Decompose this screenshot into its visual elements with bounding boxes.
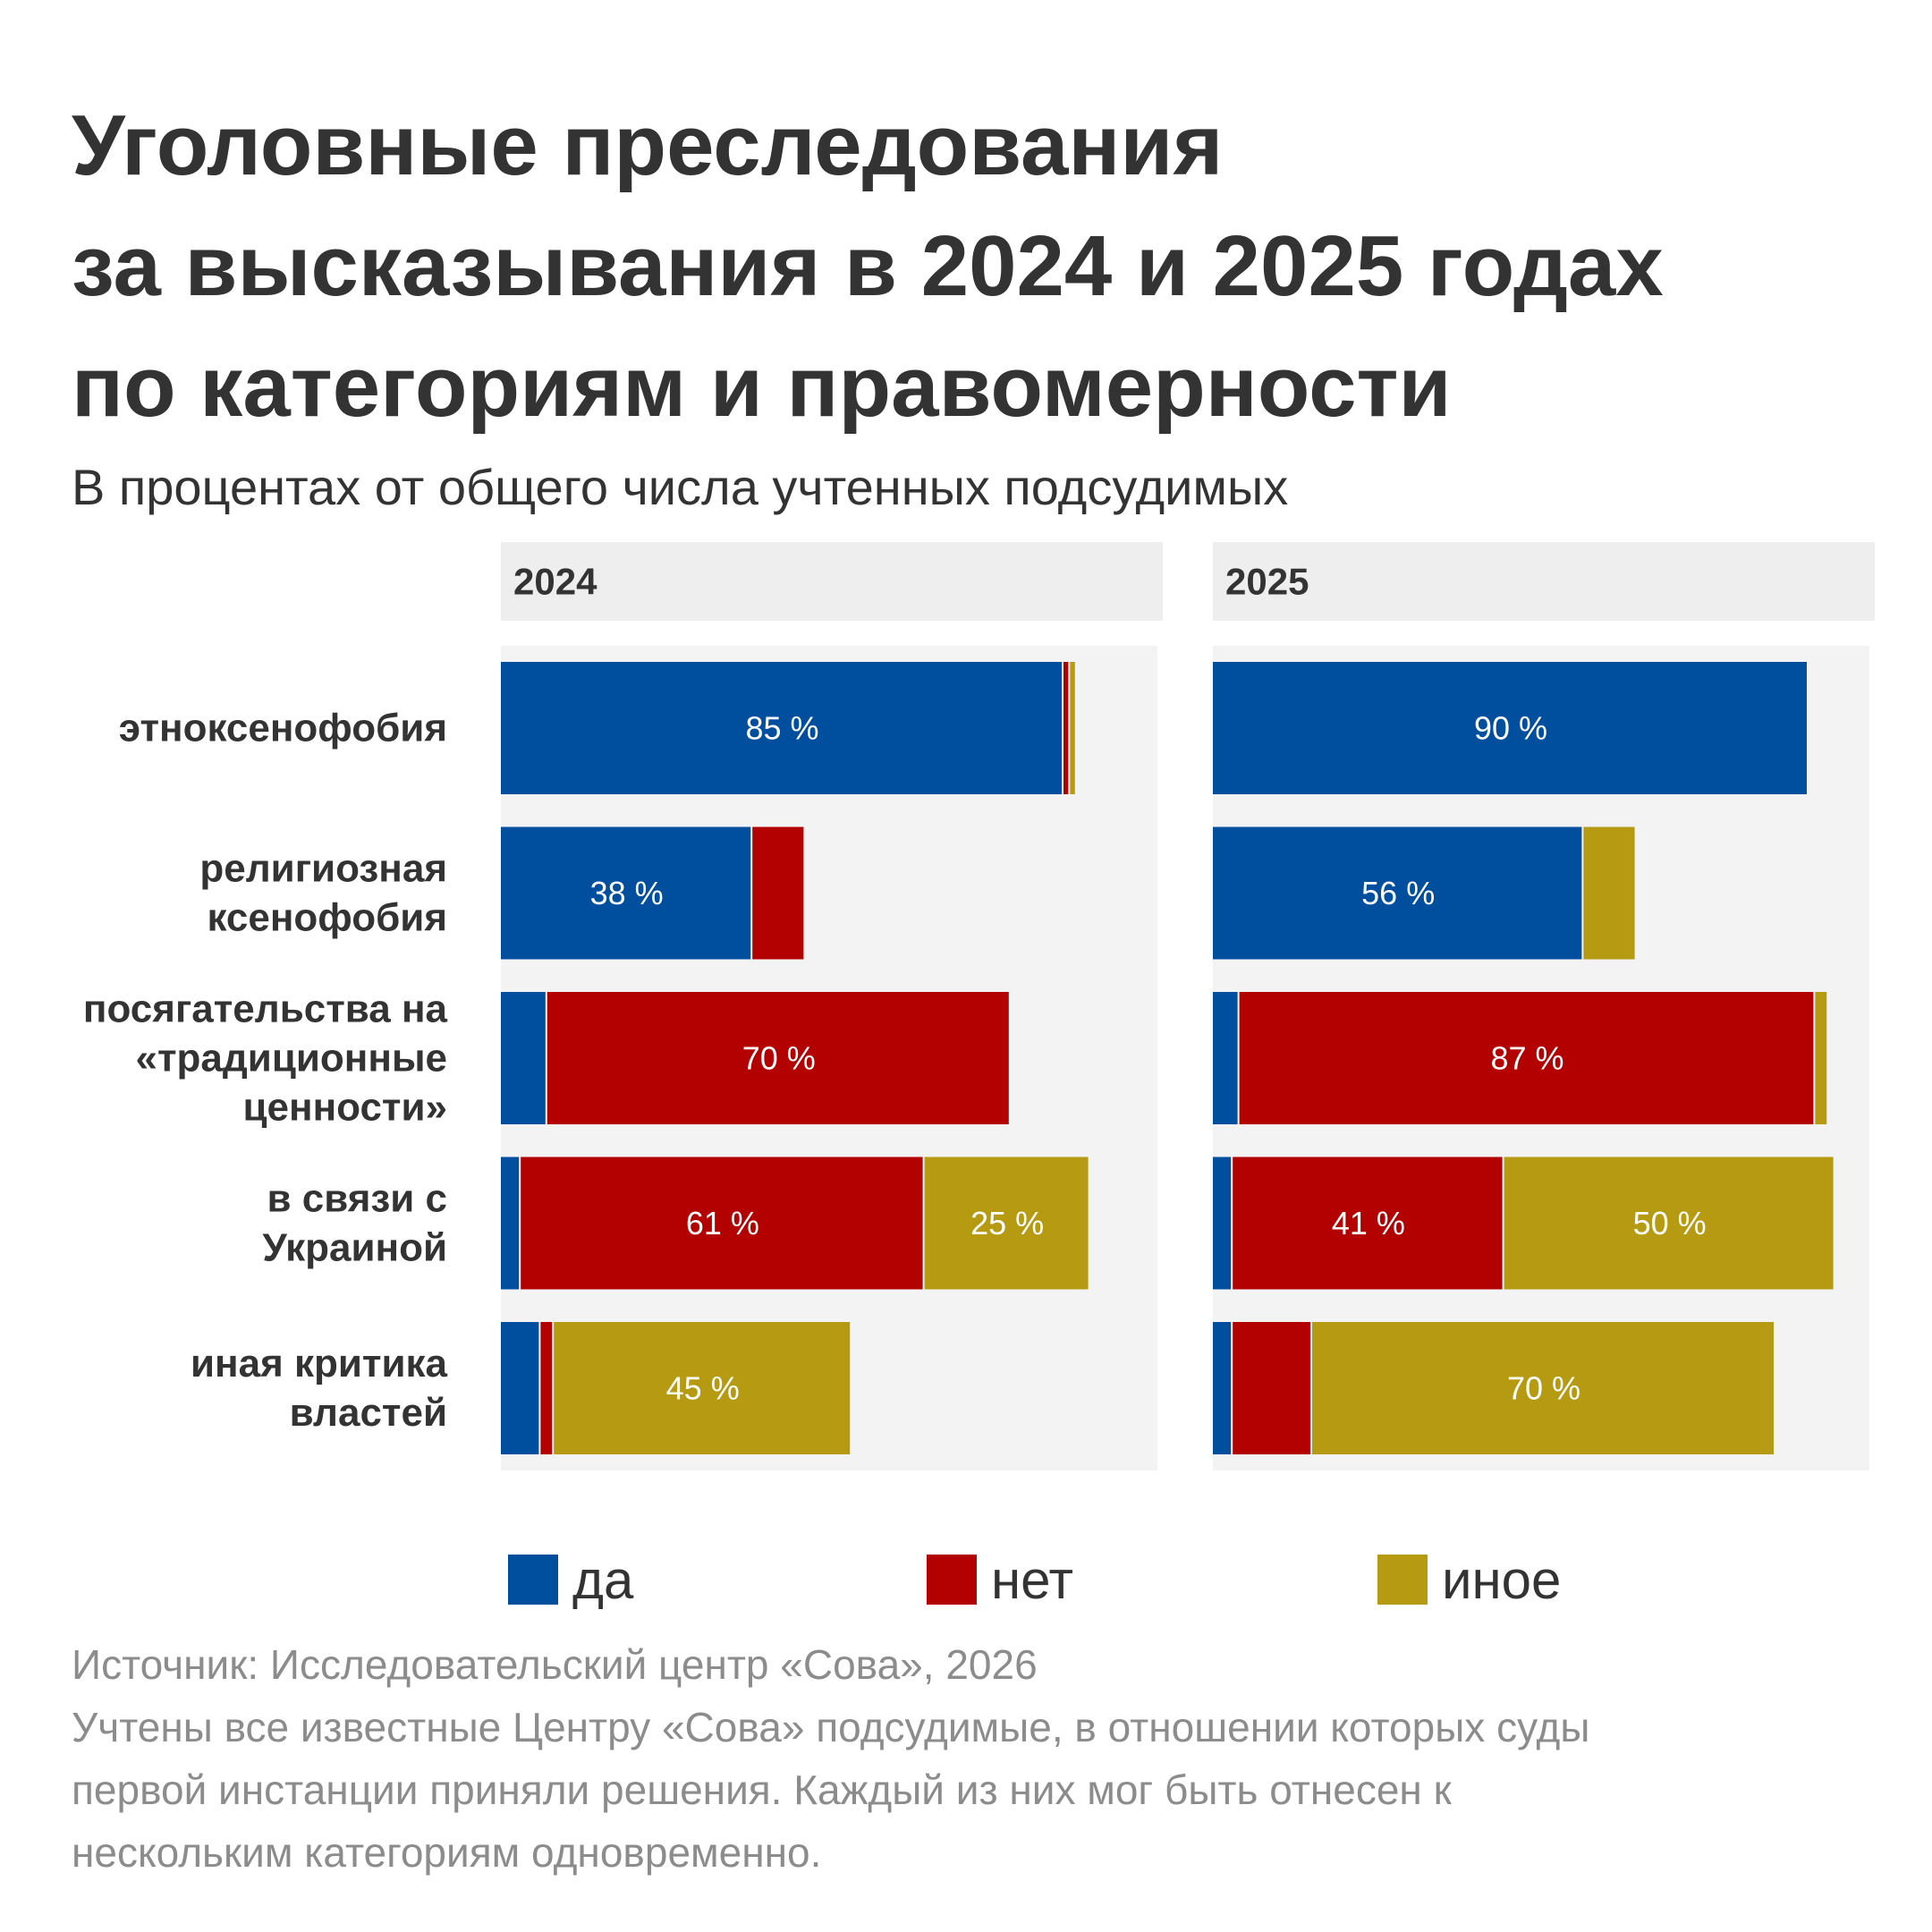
- data-label: 41 %: [1332, 1205, 1405, 1241]
- bar-да: [501, 1322, 539, 1454]
- legend-swatch-net: [927, 1555, 977, 1605]
- category-label: властей: [290, 1391, 447, 1435]
- source-notes: Источник: Исследовательский центр «Сова»…: [72, 1633, 1878, 1884]
- data-label: 70 %: [742, 1040, 816, 1077]
- bar-иное: [554, 1322, 851, 1454]
- category-label: в связи с: [267, 1177, 447, 1221]
- bar-да: [1213, 1322, 1232, 1454]
- legend-label-net: нет: [991, 1549, 1073, 1610]
- panel-title: 2024: [513, 561, 597, 603]
- bar-да: [1213, 826, 1582, 960]
- legend-item-net: нет: [927, 1544, 1073, 1615]
- bar-нет: [752, 826, 804, 960]
- source-line: Источник: Исследовательский центр «Сова»…: [72, 1641, 1038, 1688]
- data-label: 45 %: [666, 1370, 740, 1407]
- title-line-2: за высказывания в 2024 и 2025 годах: [72, 218, 1664, 314]
- bar-иное: [1070, 662, 1075, 794]
- legend-item-da: да: [508, 1544, 633, 1615]
- bar-нет: [1233, 1157, 1503, 1290]
- legend-label-inoe: иное: [1442, 1549, 1562, 1610]
- category-label: Украиной: [262, 1226, 447, 1270]
- bar-нет: [521, 1157, 923, 1290]
- bar-нет: [1239, 992, 1814, 1124]
- legend-swatch-da: [508, 1555, 558, 1605]
- category-label: религиозная: [199, 847, 447, 891]
- bar-да: [501, 826, 751, 960]
- data-label: 50 %: [1633, 1205, 1707, 1241]
- data-label: 38 %: [590, 875, 664, 911]
- category-label: посягательства на: [83, 987, 448, 1031]
- data-label: 61 %: [686, 1205, 759, 1241]
- bar-да: [501, 662, 1062, 794]
- bar-да: [1213, 1157, 1232, 1290]
- category-label: ценности»: [242, 1086, 447, 1130]
- panel-header: [1213, 542, 1875, 621]
- title-line-1: Уголовные преследования: [72, 97, 1224, 193]
- stacked-bar-chart: этноксенофобия религиозная ксенофобия посяг…: [83, 542, 1875, 1470]
- bar-да: [1213, 662, 1807, 794]
- bar-нет: [1063, 662, 1069, 794]
- category-label: «традиционные: [135, 1037, 447, 1080]
- data-label: 70 %: [1507, 1370, 1580, 1407]
- bar-да: [501, 1157, 520, 1290]
- bar-да: [1213, 992, 1238, 1124]
- legend-swatch-inoe: [1377, 1555, 1428, 1605]
- data-label: 87 %: [1490, 1040, 1563, 1077]
- panel-header: [501, 542, 1163, 621]
- category-label: ксенофобия: [207, 896, 447, 940]
- data-label: 85 %: [745, 710, 818, 747]
- bar-иное: [1815, 992, 1827, 1124]
- note-line-1: Учтены все известные Центру «Сова» подсу…: [72, 1704, 1590, 1750]
- bar-иное: [1504, 1157, 1834, 1290]
- legend-label-da: да: [572, 1549, 634, 1610]
- chart-title: Уголовные преследования за высказывания …: [72, 85, 1896, 447]
- legend-item-inoe: иное: [1377, 1544, 1561, 1615]
- bar-нет: [1233, 1322, 1310, 1454]
- chart-subtitle: В процентах от общего числа учтенных под…: [72, 459, 1289, 515]
- data-label: 25 %: [970, 1205, 1044, 1241]
- bar-да: [501, 992, 546, 1124]
- bar-нет: [540, 1322, 553, 1454]
- panel-title: 2025: [1225, 561, 1309, 603]
- data-label: 90 %: [1474, 710, 1547, 747]
- note-line-2: первой инстанции приняли решения. Каждый…: [72, 1767, 1452, 1813]
- category-label: этноксенофобия: [119, 707, 447, 750]
- bar-иное: [1583, 826, 1635, 960]
- bar-иное: [924, 1157, 1089, 1290]
- bar-нет: [547, 992, 1009, 1124]
- category-label: иная критика: [191, 1342, 448, 1385]
- bar-иное: [1312, 1322, 1774, 1454]
- data-label: 56 %: [1361, 875, 1435, 911]
- note-line-3: нескольким категориям одновременно.: [72, 1829, 822, 1876]
- title-line-3: по категориям и правомерности: [72, 339, 1452, 435]
